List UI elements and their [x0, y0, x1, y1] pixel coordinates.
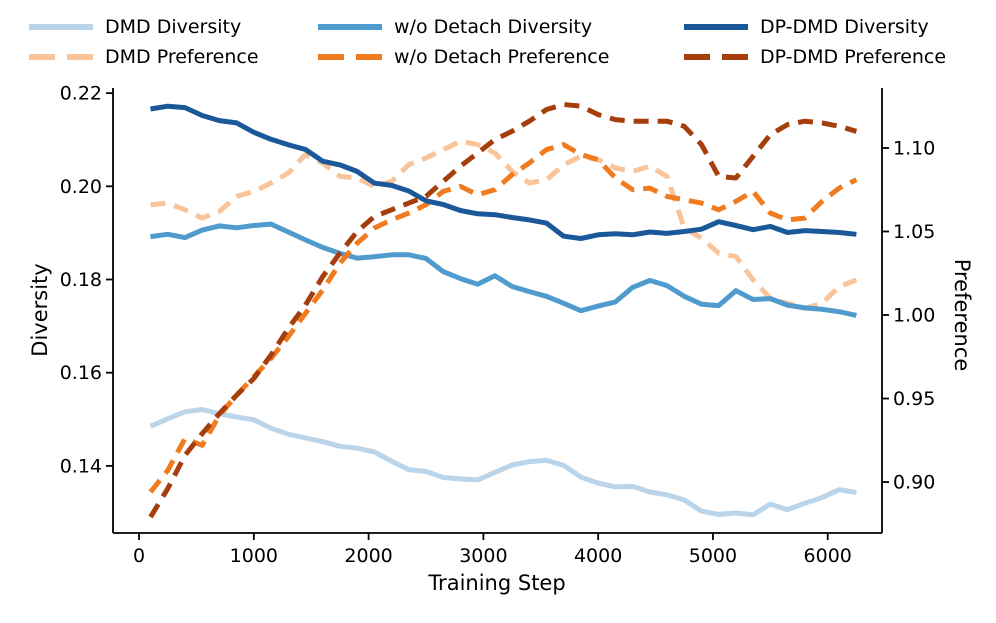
legend-label: DP-DMD Diversity [760, 16, 929, 38]
series-line-dmd-diversity [149, 407, 857, 518]
legend-item-dp-dmd-diversity: DP-DMD Diversity [684, 16, 929, 38]
left-axis-title: Diversity [28, 263, 52, 357]
left-tick-label: 0.18 [60, 269, 102, 291]
legend-item-w-o-detach-preference: w/o Detach Preference [318, 46, 609, 68]
dashed-line-swatch-icon [684, 54, 748, 60]
x-tick-label: 1000 [230, 545, 278, 567]
x-tick-label: 3000 [459, 545, 507, 567]
legend-item-dmd-diversity: DMD Diversity [29, 16, 241, 38]
x-tick-label: 2000 [344, 545, 392, 567]
solid-line-swatch-icon [318, 24, 382, 30]
solid-line-swatch-icon [684, 24, 748, 30]
left-tick-label: 0.20 [60, 176, 102, 198]
right-tick-label: 1.10 [893, 137, 935, 159]
dashed-line-swatch-icon [318, 54, 382, 60]
legend-label: w/o Detach Preference [394, 46, 610, 68]
x-tick-label: 5000 [689, 545, 737, 567]
right-tick-label: 1.05 [893, 221, 935, 243]
solid-line-swatch-icon [29, 24, 93, 30]
legend-label: DMD Diversity [105, 16, 242, 38]
x-axis-title: Training Step [428, 571, 566, 595]
legend-item-dmd-preference: DMD Preference [29, 46, 259, 68]
legend-label: w/o Detach Diversity [394, 16, 593, 38]
series-line-w-o-detach-preference [148, 142, 858, 494]
legend-label: DMD Preference [105, 46, 259, 68]
series-line-w-o-detach-diversity [150, 221, 857, 318]
dashed-line-swatch-icon [29, 54, 93, 60]
right-tick-label: 1.00 [893, 305, 935, 327]
legend-item-w-o-detach-diversity: w/o Detach Diversity [318, 16, 592, 38]
x-tick-label: 6000 [804, 545, 852, 567]
legend-label: DP-DMD Preference [760, 46, 947, 68]
left-tick-label: 0.16 [60, 362, 102, 384]
right-tick-label: 0.90 [893, 472, 935, 494]
x-tick-label: 0 [133, 545, 145, 567]
legend-item-dp-dmd-preference: DP-DMD Preference [684, 46, 946, 68]
series-line-dp-dmd-diversity [150, 103, 857, 241]
left-tick-label: 0.22 [60, 83, 102, 105]
x-tick-label: 4000 [574, 545, 622, 567]
right-axis-title: Preference [950, 258, 974, 372]
left-tick-label: 0.14 [60, 455, 102, 477]
series-line-dmd-preference [150, 138, 858, 311]
series-line-dp-dmd-preference [148, 102, 858, 519]
right-tick-label: 0.95 [893, 388, 935, 410]
